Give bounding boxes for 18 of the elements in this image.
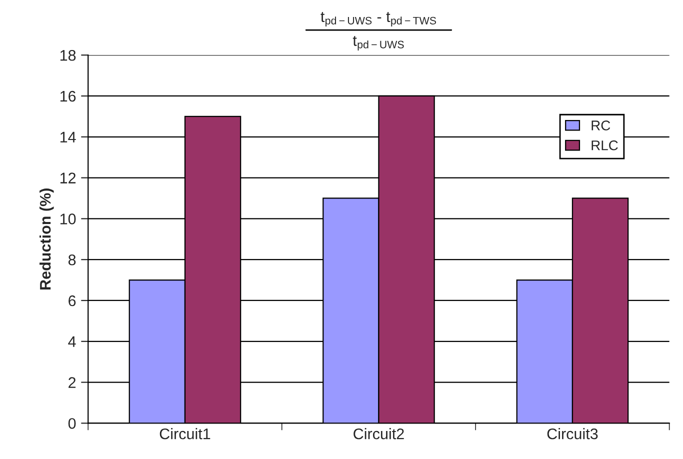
- y-tick-label: 14: [60, 132, 76, 142]
- chart-title: t$_{pd−UWS}$ - t$_{pd−TWS}$: [320, 12, 436, 27]
- y-tick-label: 16: [60, 90, 76, 102]
- y-tick-label: 6: [68, 295, 76, 306]
- y-axis-title: Reduction (%): [40, 188, 54, 290]
- y-tick-label: 4: [68, 336, 76, 347]
- x-tick-label: Circuit1: [160, 428, 210, 440]
- y-tick-label: 18: [60, 50, 76, 61]
- chart-subtitle: t$_{pd−UWS}$: [352, 36, 404, 50]
- y-tick-label: 0: [68, 418, 76, 429]
- x-tick-label: Circuit2: [354, 428, 404, 440]
- legend-label: RLC: [592, 140, 618, 150]
- legend-label: RC: [592, 120, 610, 130]
- y-tick-label: 8: [68, 254, 76, 266]
- x-tick-label: Circuit3: [547, 428, 598, 440]
- y-tick-label: 12: [60, 172, 76, 184]
- y-tick-label: 10: [60, 214, 76, 224]
- y-tick-label: 2: [68, 377, 76, 388]
